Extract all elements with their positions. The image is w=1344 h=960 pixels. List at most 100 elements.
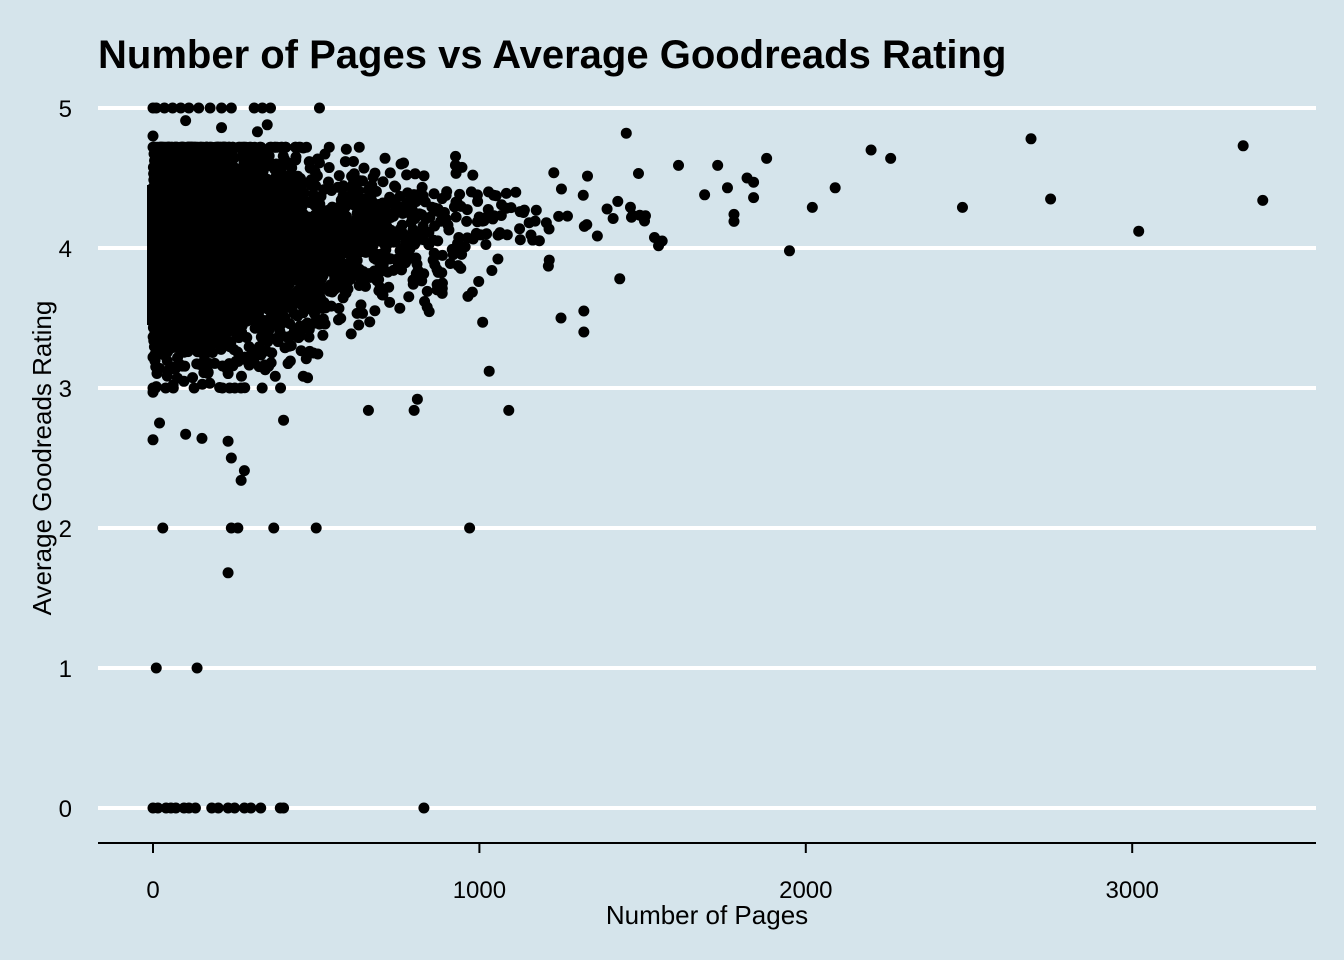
data-point [294,213,306,225]
data-point [487,213,499,225]
data-point [353,319,365,331]
data-point [322,176,334,188]
data-points [147,102,1269,814]
data-point [523,217,535,229]
data-point [450,167,462,179]
data-point [482,204,494,216]
data-point [447,249,459,261]
data-point [394,302,406,314]
data-point [178,375,190,387]
data-point [269,370,281,382]
data-point [339,156,351,168]
data-point [160,382,172,394]
data-point [372,231,384,243]
data-point [353,141,365,153]
data-point [364,316,376,328]
data-point [248,356,260,368]
data-point [390,253,402,265]
data-point [389,236,401,248]
data-point [410,196,422,208]
data-point [449,159,461,171]
data-point [214,381,226,393]
data-point [553,210,565,222]
data-point [555,183,567,195]
data-point [403,291,415,303]
data-point [300,353,312,365]
data-point [313,157,325,169]
data-point [387,264,399,276]
data-point [228,152,240,164]
data-point [384,296,396,308]
data-point [462,290,474,302]
data-point [561,210,573,222]
data-point [194,332,206,344]
data-point [444,257,456,269]
data-point [465,186,477,198]
data-point [436,277,448,289]
data-point [527,234,539,246]
data-point [278,263,290,275]
data-point [358,162,370,174]
data-point [354,175,366,187]
data-point [442,219,454,231]
data-point [409,213,421,225]
data-point [315,279,327,291]
data-point [436,287,448,299]
data-point [275,382,287,394]
data-point [347,155,359,167]
data-point [548,167,560,179]
data-point [450,211,462,223]
data-point [416,181,428,193]
data-point [280,191,292,203]
data-point [428,188,440,200]
data-point [505,202,517,214]
data-point [473,275,485,287]
data-point [455,262,467,274]
data-point [297,370,309,382]
data-point [336,183,348,195]
data-point [514,234,526,246]
data-point [410,252,422,264]
data-point [581,170,593,182]
data-point [308,308,320,320]
data-point [266,267,278,279]
data-point [204,377,216,389]
data-point [418,268,430,280]
data-point [419,295,431,307]
data-point [632,167,644,179]
data-point [401,169,413,181]
data-point [379,249,391,261]
data-point [303,221,315,233]
data-point [607,212,619,224]
data-point [317,329,329,341]
data-point [430,249,442,261]
data-point [530,204,542,216]
data-point [577,189,589,201]
data-point [578,220,590,232]
gridlines [98,106,1316,810]
data-point [285,340,297,352]
data-point [235,370,247,382]
data-point [333,302,345,314]
data-point [355,299,367,311]
data-point [496,199,508,211]
data-point [472,195,484,207]
data-point [354,271,366,283]
data-point [188,382,200,394]
data-point [369,167,381,179]
data-point [480,239,492,251]
data-point [282,358,294,370]
data-point [228,344,240,356]
data-point [255,349,267,361]
data-point [169,361,181,373]
data-point [377,176,389,188]
data-point [295,277,307,289]
data-point [197,357,209,369]
data-point [456,248,468,260]
data-point [340,143,352,155]
data-point [323,162,335,174]
data-point [264,189,276,201]
data-point [454,188,466,200]
data-point [229,382,241,394]
